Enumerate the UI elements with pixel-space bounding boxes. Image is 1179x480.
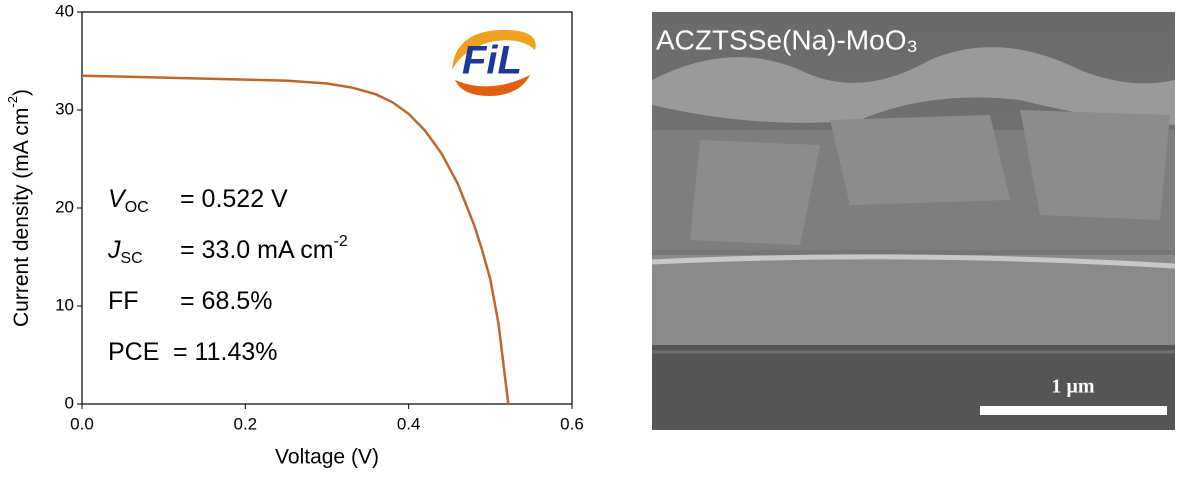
x-axis-label: Voltage (V): [275, 446, 379, 469]
logo-text: FiL: [462, 39, 522, 83]
annotation-value: = 33.0 mA cm-2: [180, 233, 348, 263]
annotation-symbol-text: PCE: [108, 338, 159, 366]
sem-image: ACZTSSe(Na)-MoO₃ 1 µm: [651, 12, 1176, 430]
annotation-value-text: = 0.522 V: [180, 185, 288, 213]
annotation-symbol-text: V: [108, 185, 127, 213]
y-axis-label-sup: -2: [5, 96, 20, 108]
image-caption: ACZTSSe(Na)-MoO₃: [656, 24, 918, 55]
y-axis-label-end: ): [10, 89, 33, 96]
y-axis-label: Current density (mA cm-2): [5, 89, 32, 327]
annotation-value-text: = 11.43%: [173, 338, 277, 366]
y-tick-label: 20: [55, 197, 74, 216]
annotation-symbol: VOC: [108, 185, 149, 217]
annotation-symbol: PCE: [108, 338, 159, 366]
y-tick-label: 10: [55, 295, 74, 314]
annotation-value-text: = 33.0 mA cm: [180, 236, 334, 264]
annotation-symbol: FF: [108, 287, 139, 315]
y-tick-label: 30: [55, 99, 74, 118]
annotation-subscript: SC: [121, 250, 143, 267]
y-axis-label-text: Current density (mA cm: [10, 108, 33, 327]
scale-bar-label: 1 µm: [1051, 376, 1095, 398]
scale-bar: [980, 406, 1167, 415]
annotation-symbol-text: J: [107, 236, 121, 264]
annotation-superscript: -2: [334, 233, 348, 250]
annotation-symbol: JSC: [107, 236, 143, 268]
annotation-value: = 11.43%: [173, 338, 277, 366]
x-tick-label: 0.4: [397, 414, 421, 433]
x-tick-label: 0.2: [234, 414, 258, 433]
logo: FiL: [452, 29, 536, 96]
x-tick-label: 0.6: [560, 414, 584, 433]
x-tick-label: 0.0: [70, 414, 94, 433]
jv-curve: [81, 74, 510, 405]
annotation-value-text: = 68.5%: [180, 287, 272, 315]
annotation-subscript: OC: [125, 199, 149, 216]
y-tick-label: 0: [65, 393, 74, 412]
annotation-symbol-text: FF: [108, 287, 139, 315]
y-tick-label: 40: [55, 1, 74, 20]
annotation-value: = 68.5%: [180, 287, 272, 315]
annotation-value: = 0.522 V: [180, 185, 288, 213]
